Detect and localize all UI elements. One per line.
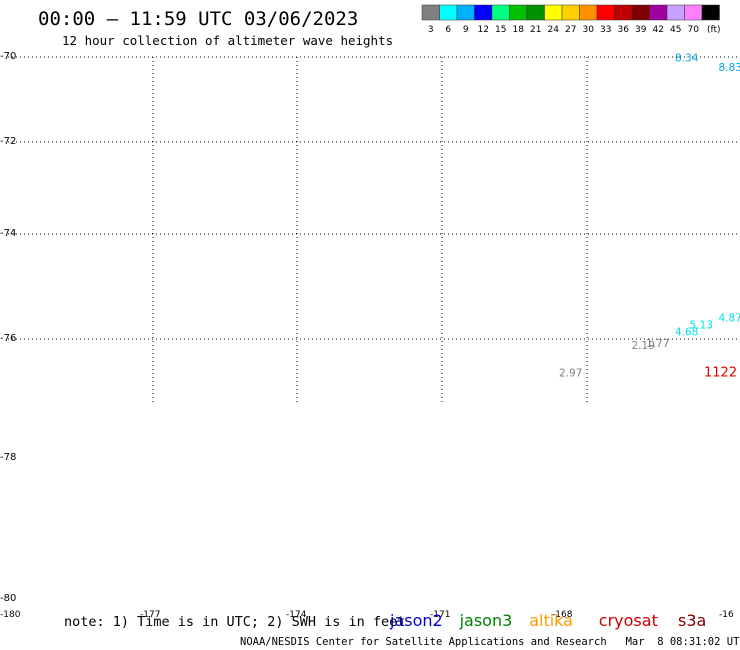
x-axis-labels: -180 -177 -174 -171 -168 -16 [0, 610, 734, 620]
colorbar-tick-label: 9 [463, 25, 469, 35]
y-tick-label: -70 [0, 51, 16, 62]
colorbar-tick-label: 24 [548, 25, 560, 35]
legend-jason2: jason2 [389, 611, 443, 630]
wave-height-label: 2.19 [632, 340, 655, 352]
wave-height-label: 5.13 [690, 319, 713, 331]
footer-credit: NOAA/NESDIS Center for Satellite Applica… [240, 636, 740, 648]
y-tick-label: -74 [0, 228, 16, 239]
satellite-legend: jason2 jason3 altika cryosat s3a [389, 611, 706, 630]
colorbar-swatch [474, 4, 493, 21]
x-tick-label: -177 [140, 610, 160, 620]
colorbar-tick-label: 27 [565, 25, 576, 35]
wave-height-label: 1.77 [646, 338, 669, 350]
note-text: note: 1) Time is in UTC; 2) SWH is in fe… [64, 614, 405, 630]
colorbar-tick-label: 39 [635, 25, 647, 35]
colorbar-tick-label: 3 [428, 25, 434, 35]
x-tick-label: -180 [0, 610, 21, 620]
wave-height-label: 2.97 [559, 368, 582, 380]
colorbar-tick-label: 36 [618, 25, 630, 35]
colorbar-swatch [649, 4, 668, 21]
y-tick-label: -78 [0, 452, 16, 463]
colorbar-swatch [596, 4, 615, 21]
colorbar-tick-label: 12 [478, 25, 489, 35]
legend-s3a: s3a [678, 611, 706, 630]
colorbar-swatch [509, 4, 528, 21]
colorbar-tick-label: 33 [600, 25, 611, 35]
x-tick-label: -174 [286, 610, 307, 620]
x-tick-label: -16 [719, 610, 734, 620]
colorbar-swatch [701, 4, 720, 21]
colorbar-tick-label: 6 [445, 25, 451, 35]
legend-jason3: jason3 [459, 611, 513, 630]
colorbar-tick-label: 45 [670, 25, 681, 35]
chart-title: 00:00 – 11:59 UTC 03/06/2023 [38, 8, 358, 30]
colorbar-swatch [491, 4, 510, 21]
legend-altika: altika [529, 611, 573, 630]
grid-lines [8, 56, 740, 405]
x-tick-label: -168 [552, 610, 573, 620]
y-tick-label: -76 [0, 333, 16, 344]
colorbar-swatch [421, 4, 440, 21]
wave-height-label: 4.68 [675, 326, 698, 338]
colorbar-swatch [631, 4, 650, 21]
colorbar-tick-label: (ft) [707, 25, 721, 35]
wave-height-label: 8.34 [675, 53, 699, 65]
colorbar-swatch [526, 4, 545, 21]
wave-height-label: 8.83 [719, 62, 740, 74]
colorbar-swatch [579, 4, 598, 21]
colorbar-swatch [684, 4, 703, 21]
x-tick-label: -171 [430, 610, 450, 620]
colorbar-swatch [544, 4, 563, 21]
pass-time-label: 1122 [704, 366, 737, 381]
legend-cryosat: cryosat [599, 611, 658, 630]
colorbar-swatch [614, 4, 633, 21]
colorbar-tick-label: 15 [495, 25, 506, 35]
colorbar-tick-label: 42 [653, 25, 664, 35]
colorbar-swatch [456, 4, 475, 21]
y-axis-labels: -70 -72 -74 -76 -78 -80 [0, 51, 16, 604]
colorbar-swatch [439, 4, 458, 21]
wave-height-label: 4.87 [719, 313, 740, 325]
data-labels: 8.348.837.968.417.848.097.697.678.006.88… [559, 53, 740, 381]
colorbar-tick-label: 30 [583, 25, 595, 35]
colorbar-tick-label: 70 [688, 25, 700, 35]
colorbar-tick-label: 21 [530, 25, 541, 35]
chart-subtitle: 12 hour collection of altimeter wave hei… [62, 33, 393, 48]
y-tick-label: -80 [0, 593, 16, 604]
colorbar-legend: 3 6 9 12 15 18 21 24 27 30 33 36 39 42 45 70 (ft) [421, 4, 721, 35]
colorbar-swatch [561, 4, 580, 21]
colorbar-tick-label: 18 [513, 25, 525, 35]
colorbar-swatch [666, 4, 685, 21]
y-tick-label: -72 [0, 136, 16, 147]
